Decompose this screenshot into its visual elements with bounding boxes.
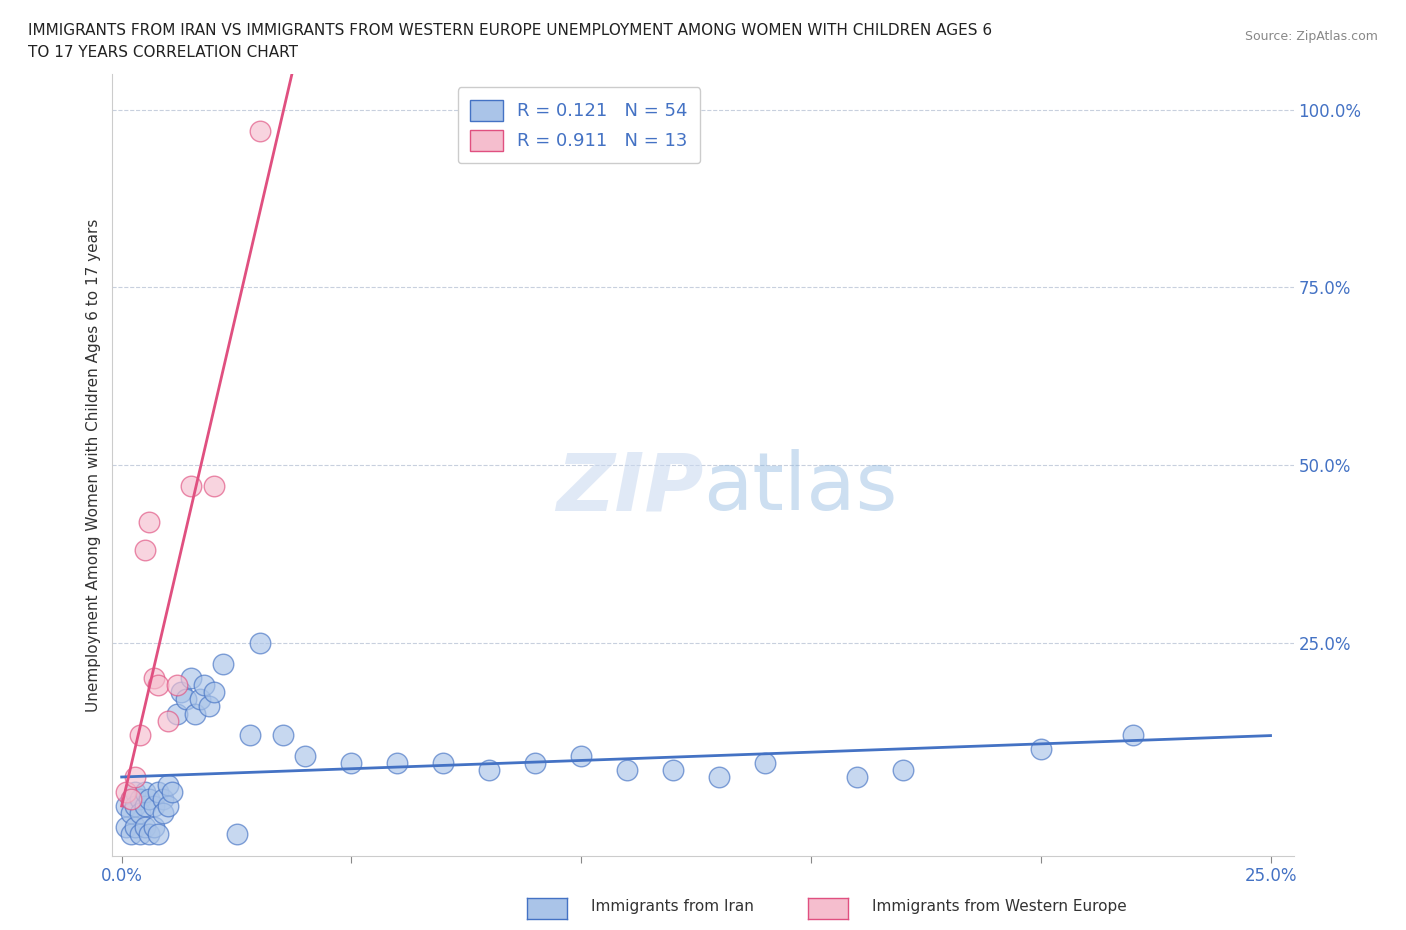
Point bbox=[249, 124, 271, 139]
Point bbox=[188, 692, 211, 707]
Point bbox=[138, 827, 160, 842]
Point bbox=[239, 727, 262, 742]
Y-axis label: Unemployment Among Women with Children Ages 6 to 17 years: Unemployment Among Women with Children A… bbox=[86, 219, 101, 711]
Point bbox=[124, 784, 146, 799]
Point bbox=[124, 799, 146, 814]
Point bbox=[569, 749, 592, 764]
Point bbox=[184, 706, 207, 721]
Point bbox=[148, 678, 170, 693]
Point bbox=[138, 514, 160, 529]
Point bbox=[134, 819, 156, 834]
Point bbox=[166, 706, 188, 721]
Point bbox=[142, 671, 165, 685]
Point bbox=[202, 479, 225, 494]
Point bbox=[891, 763, 914, 777]
Point bbox=[120, 805, 142, 820]
Point bbox=[198, 699, 221, 714]
Point bbox=[115, 784, 138, 799]
Point bbox=[115, 799, 138, 814]
Point bbox=[120, 827, 142, 842]
Point bbox=[170, 684, 193, 699]
Point bbox=[662, 763, 685, 777]
Point bbox=[138, 791, 160, 806]
Point bbox=[174, 692, 197, 707]
Point bbox=[124, 819, 146, 834]
Point bbox=[180, 479, 202, 494]
Point bbox=[120, 791, 142, 806]
Point bbox=[160, 784, 183, 799]
Point bbox=[616, 763, 638, 777]
Point bbox=[124, 770, 146, 785]
Point bbox=[129, 805, 152, 820]
Point bbox=[340, 756, 363, 771]
Point bbox=[115, 819, 138, 834]
Point bbox=[202, 684, 225, 699]
Legend: R = 0.121   N = 54, R = 0.911   N = 13: R = 0.121 N = 54, R = 0.911 N = 13 bbox=[457, 87, 700, 164]
Point bbox=[707, 770, 730, 785]
Text: TO 17 YEARS CORRELATION CHART: TO 17 YEARS CORRELATION CHART bbox=[28, 45, 298, 60]
Text: ZIP: ZIP bbox=[555, 449, 703, 527]
Point bbox=[225, 827, 247, 842]
Point bbox=[152, 791, 174, 806]
Point bbox=[754, 756, 776, 771]
Point bbox=[180, 671, 202, 685]
Point bbox=[156, 777, 179, 792]
Point bbox=[134, 543, 156, 558]
Point bbox=[156, 713, 179, 728]
Point bbox=[193, 678, 215, 693]
Point bbox=[845, 770, 868, 785]
Point bbox=[432, 756, 454, 771]
Point bbox=[129, 727, 152, 742]
Point bbox=[1029, 741, 1052, 756]
Point bbox=[524, 756, 547, 771]
Point bbox=[129, 827, 152, 842]
Text: Source: ZipAtlas.com: Source: ZipAtlas.com bbox=[1244, 30, 1378, 43]
Point bbox=[134, 799, 156, 814]
Text: Immigrants from Iran: Immigrants from Iran bbox=[591, 899, 754, 914]
Point bbox=[148, 827, 170, 842]
Point bbox=[271, 727, 294, 742]
Point bbox=[152, 805, 174, 820]
Point bbox=[166, 678, 188, 693]
Point bbox=[1122, 727, 1144, 742]
Point bbox=[387, 756, 409, 771]
Point bbox=[156, 799, 179, 814]
Text: IMMIGRANTS FROM IRAN VS IMMIGRANTS FROM WESTERN EUROPE UNEMPLOYMENT AMONG WOMEN : IMMIGRANTS FROM IRAN VS IMMIGRANTS FROM … bbox=[28, 23, 993, 38]
Text: atlas: atlas bbox=[703, 449, 897, 527]
Text: Immigrants from Western Europe: Immigrants from Western Europe bbox=[872, 899, 1126, 914]
Point bbox=[142, 819, 165, 834]
Point bbox=[134, 784, 156, 799]
Point bbox=[148, 784, 170, 799]
Point bbox=[249, 635, 271, 650]
Point bbox=[211, 657, 233, 671]
Point bbox=[142, 799, 165, 814]
Point bbox=[129, 791, 152, 806]
Point bbox=[478, 763, 501, 777]
Point bbox=[294, 749, 316, 764]
Point bbox=[120, 791, 142, 806]
